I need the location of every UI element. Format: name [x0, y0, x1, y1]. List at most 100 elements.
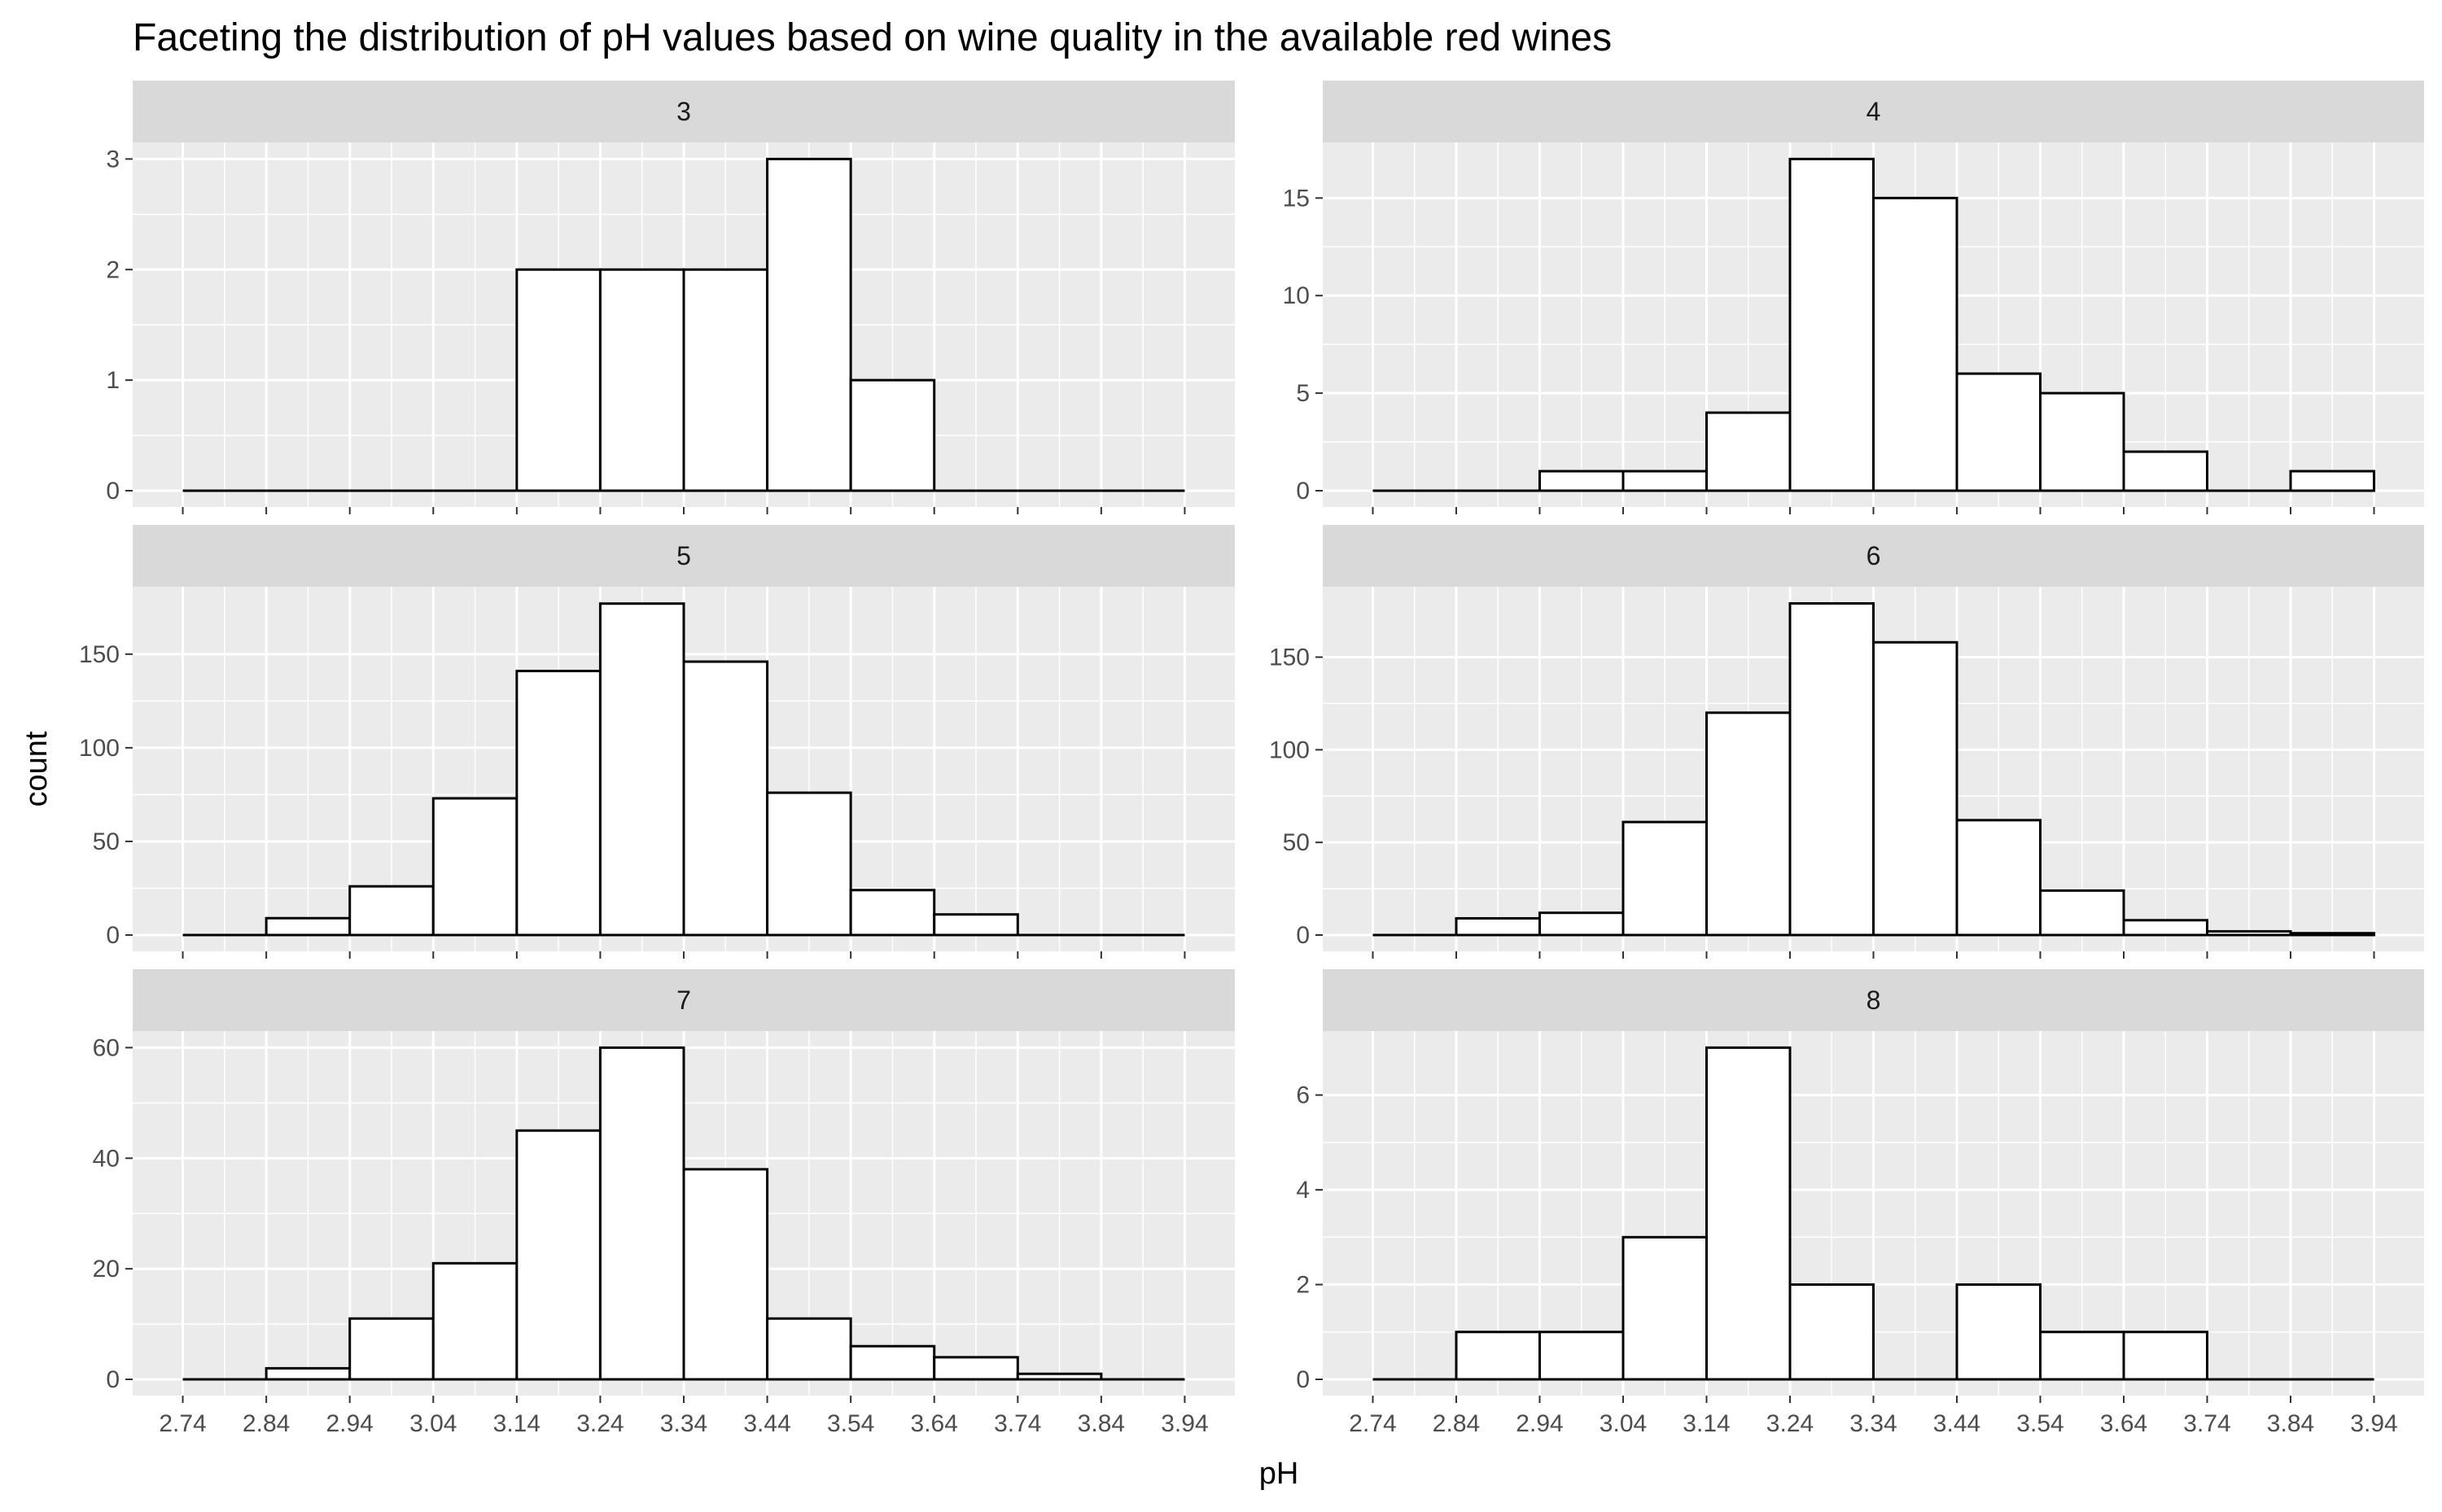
y-tick-label: 100	[79, 735, 120, 762]
x-tick-label: 3.14	[1683, 1410, 1730, 1437]
facet-strip	[1323, 81, 2424, 142]
y-tick-label: 2	[106, 256, 120, 283]
x-tick-label: 3.74	[994, 1410, 1041, 1437]
x-tick-label: 2.94	[326, 1410, 374, 1437]
histogram-bar	[2039, 889, 2125, 937]
facet-strip	[1323, 969, 2424, 1031]
x-tick-label: 3.44	[743, 1410, 790, 1437]
facet-strip-label: 6	[1867, 541, 1881, 570]
x-tick-label: 2.74	[159, 1410, 206, 1437]
histogram-bar	[265, 916, 352, 937]
histogram-bar	[515, 268, 602, 492]
y-tick-label: 3	[106, 146, 120, 173]
histogram-bar	[1538, 470, 1625, 492]
y-tick-label: 6	[1296, 1082, 1310, 1109]
x-tick-label: 3.74	[2183, 1410, 2230, 1437]
x-tick-label: 2.94	[1516, 1410, 1563, 1437]
histogram-bar	[1872, 196, 1958, 492]
x-tick-label: 3.94	[2350, 1410, 2397, 1437]
histogram-bar	[1705, 1046, 1792, 1381]
histogram-bar	[766, 1317, 852, 1381]
x-tick-label: 3.24	[576, 1410, 624, 1437]
y-tick-label: 50	[1283, 829, 1310, 856]
histogram-bar	[2122, 1331, 2208, 1381]
x-tick-label: 3.54	[827, 1410, 874, 1437]
x-tick-label: 2.84	[243, 1410, 290, 1437]
y-axis-title: count	[20, 731, 54, 806]
histogram-bar	[2206, 929, 2292, 937]
histogram-bar	[1621, 820, 1708, 937]
y-tick-label: 0	[1296, 922, 1310, 949]
histogram-bar	[933, 913, 1019, 937]
histogram-bar	[1955, 1283, 2042, 1381]
facet-strip-label: 3	[676, 97, 691, 126]
y-tick-label: 0	[106, 478, 120, 505]
y-tick-label: 0	[106, 922, 120, 949]
x-tick-label: 3.64	[911, 1410, 958, 1437]
histogram-bar	[1788, 601, 1875, 937]
facet-strip-label: 5	[676, 541, 691, 570]
x-tick-label: 3.44	[1933, 1410, 1980, 1437]
chart-title: Faceting the distribution of pH values b…	[133, 16, 1612, 59]
facet-strip	[133, 525, 1235, 587]
histogram-bar	[1705, 411, 1792, 492]
y-tick-label: 10	[1283, 282, 1310, 309]
y-tick-label: 100	[1269, 736, 1310, 763]
histogram-bar	[1621, 1235, 1708, 1381]
histogram-bar	[1538, 1331, 1625, 1381]
x-tick-label: 3.14	[493, 1410, 540, 1437]
facet-strip-label: 7	[676, 985, 691, 1015]
x-tick-label: 3.34	[660, 1410, 707, 1437]
y-tick-label: 5	[1296, 380, 1310, 407]
x-tick-label: 3.04	[1600, 1410, 1647, 1437]
histogram-bar	[2039, 1331, 2125, 1381]
histogram-bar	[933, 1356, 1019, 1381]
x-tick-label: 3.34	[1849, 1410, 1897, 1437]
histogram-bar	[598, 1046, 685, 1381]
histogram-bar	[1872, 640, 1958, 937]
histogram-bar	[1621, 470, 1708, 492]
x-tick-label: 2.74	[1349, 1410, 1396, 1437]
histogram-bar	[1455, 1331, 1541, 1381]
histogram-bar	[598, 602, 685, 937]
y-tick-label: 20	[93, 1256, 120, 1283]
x-tick-label: 3.84	[2267, 1410, 2314, 1437]
y-tick-label: 150	[1269, 645, 1310, 671]
y-tick-label: 40	[93, 1145, 120, 1172]
histogram-bar	[348, 885, 435, 937]
facet-strip	[133, 969, 1235, 1031]
histogram-bar	[431, 1261, 519, 1381]
histogram-bar	[682, 268, 769, 492]
y-tick-label: 0	[106, 1366, 120, 1393]
histogram-bar	[1788, 157, 1875, 492]
x-tick-label: 3.04	[409, 1410, 457, 1437]
x-tick-label: 3.24	[1766, 1410, 1814, 1437]
facet-panel-8: 8 0 2 4 6 2.74 2.84 2.94 3.04 3.14 3.24 3.34 3.44 3.5…	[1296, 969, 2424, 1437]
histogram-bar	[1955, 372, 2042, 492]
y-tick-label: 50	[93, 828, 120, 855]
histogram-bar	[2289, 470, 2375, 492]
histogram-bar	[2289, 932, 2375, 937]
x-tick-label: 3.64	[2100, 1410, 2147, 1437]
x-axis-title: pH	[1259, 1457, 1299, 1491]
y-tick-label: 0	[1296, 478, 1310, 505]
y-tick-label: 2	[1296, 1272, 1310, 1299]
x-tick-label: 3.84	[1078, 1410, 1125, 1437]
x-tick-label: 3.54	[2016, 1410, 2063, 1437]
histogram-bar	[2122, 450, 2208, 492]
histogram-bar	[2039, 391, 2125, 492]
y-tick-label: 1	[106, 367, 120, 394]
facet-strip	[1323, 525, 2424, 587]
histogram-bar	[766, 791, 852, 937]
x-tick-label: 2.84	[1433, 1410, 1480, 1437]
histogram-bar	[766, 157, 852, 492]
facet-panel-3: 3 0 1 2 3	[106, 81, 1235, 514]
histogram-bar	[431, 797, 519, 937]
y-tick-label: 0	[1296, 1366, 1310, 1393]
histogram-bar	[1705, 711, 1792, 937]
facet-panel-6: 6 0 50 100 150	[1269, 525, 2424, 959]
facet-panel-4: 4 0 5 10 15	[1283, 81, 2424, 514]
facet-panel-7: 7 0 20 40 60 2.74 2.84 2.94 3.04 3.14 3.24 3.34 3.44…	[93, 969, 1235, 1437]
